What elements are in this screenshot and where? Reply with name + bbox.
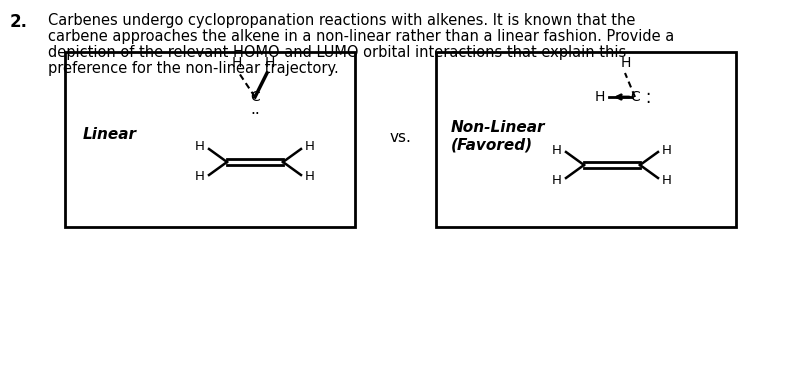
Text: H: H	[662, 144, 672, 156]
Bar	[436, 52, 736, 227]
Text: H: H	[552, 174, 562, 186]
Text: C: C	[250, 90, 260, 104]
Text: carbene approaches the alkene in a non-linear rather than a linear fashion. Prov: carbene approaches the alkene in a non-l…	[48, 29, 674, 44]
Text: H: H	[196, 141, 205, 153]
Text: ··: ··	[250, 107, 260, 122]
Text: H: H	[662, 174, 672, 186]
Text: (Favored): (Favored)	[451, 137, 533, 152]
Text: Linear: Linear	[83, 127, 137, 142]
Text: H: H	[552, 144, 562, 156]
Text: Non-Linear: Non-Linear	[451, 120, 546, 135]
Text: H: H	[621, 56, 631, 70]
Text: 2.: 2.	[10, 13, 28, 31]
Text: H: H	[231, 56, 242, 70]
Text: H: H	[595, 90, 605, 104]
Text: ·: ·	[646, 86, 650, 104]
Text: vs.: vs.	[389, 130, 411, 146]
Text: H: H	[305, 171, 315, 183]
Text: depiction of the relevant HOMO and LUMO orbital interactions that explain this: depiction of the relevant HOMO and LUMO …	[48, 45, 626, 60]
Text: C: C	[630, 90, 640, 104]
Text: ·: ·	[646, 94, 650, 112]
Text: preference for the non-linear trajectory.: preference for the non-linear trajectory…	[48, 61, 338, 76]
Text: H: H	[265, 56, 275, 70]
Text: Carbenes undergo cyclopropanation reactions with alkenes. It is known that the: Carbenes undergo cyclopropanation reacti…	[48, 13, 635, 28]
Bar	[65, 52, 355, 227]
Text: H: H	[196, 171, 205, 183]
Text: H: H	[305, 141, 315, 153]
